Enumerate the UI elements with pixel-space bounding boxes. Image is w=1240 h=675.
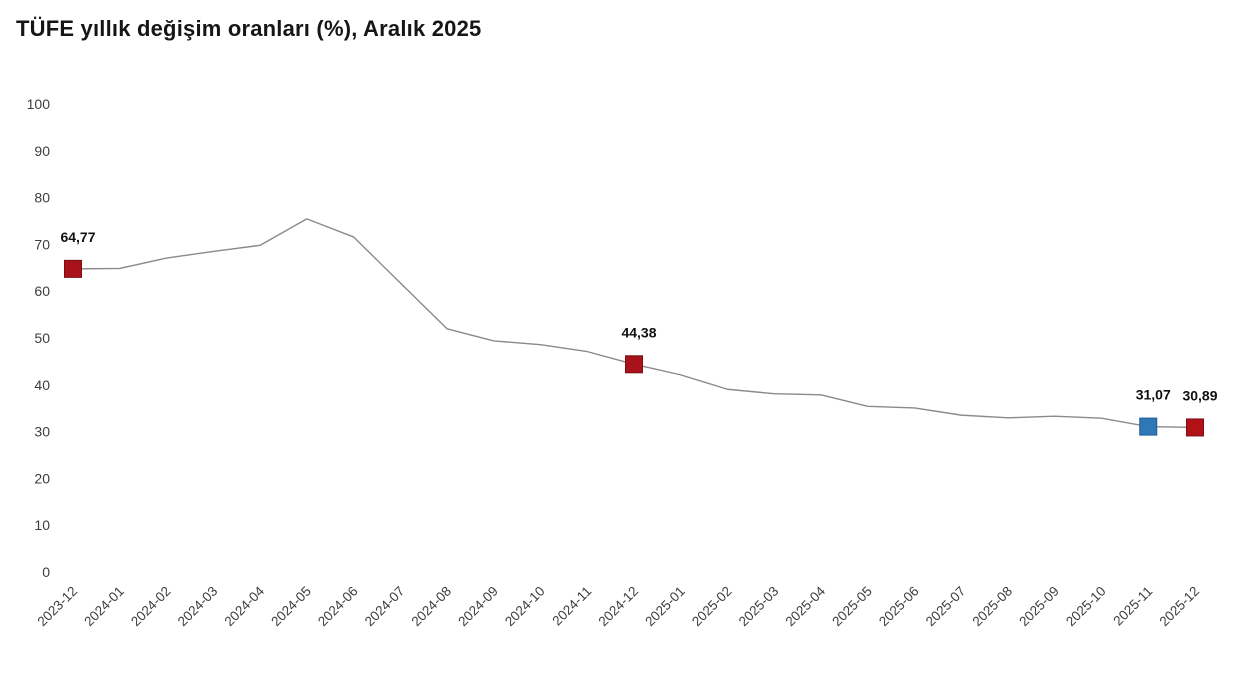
x-axis-tick-label: 2025-02 [689, 584, 735, 630]
y-axis-tick-label: 60 [34, 283, 50, 299]
data-point-marker[interactable] [1186, 418, 1204, 437]
y-axis-tick-label: 80 [34, 190, 50, 206]
y-axis-tick-label: 40 [34, 377, 50, 393]
x-axis-tick-label: 2025-06 [876, 584, 922, 630]
data-point-label: 64,77 [60, 229, 95, 245]
x-axis-tick-label: 2024-01 [81, 584, 127, 630]
x-axis-tick-label: 2024-02 [128, 584, 174, 630]
data-point-label: 30,89 [1182, 387, 1217, 403]
x-axis-tick-label: 2025-09 [1016, 584, 1062, 630]
x-axis-tick-label: 2024-06 [315, 584, 361, 630]
x-axis-tick-label: 2024-07 [362, 584, 408, 630]
x-axis-tick-label: 2025-05 [829, 584, 875, 630]
data-point-label: 31,07 [1136, 387, 1171, 403]
x-axis-tick-label: 2025-01 [642, 584, 688, 630]
x-axis-tick-label: 2024-05 [268, 584, 314, 630]
data-point-marker[interactable] [64, 259, 82, 278]
data-point-label: 44,38 [621, 324, 656, 340]
data-point-marker[interactable] [625, 355, 643, 374]
x-axis-tick-label: 2024-10 [502, 584, 548, 630]
chart-title: TÜFE yıllık değişim oranları (%), Aralık… [16, 16, 482, 41]
x-axis-tick-label: 2025-11 [1110, 584, 1155, 629]
y-axis-tick-label: 0 [42, 564, 50, 580]
x-axis-tick-label: 2024-11 [549, 584, 594, 629]
series-line [72, 218, 1196, 429]
x-axis-tick-label: 2024-09 [455, 584, 501, 630]
y-axis-tick-label: 70 [34, 236, 50, 252]
x-axis-tick-label: 2025-08 [969, 584, 1015, 630]
x-axis-tick-label: 2024-12 [595, 584, 641, 630]
x-axis-tick-label: 2024-04 [221, 583, 267, 629]
x-axis-tick-label: 2025-12 [1156, 584, 1202, 630]
y-axis-tick-label: 30 [34, 424, 50, 440]
x-axis-tick-label: 2025-10 [1063, 584, 1109, 630]
data-point-marker[interactable] [1139, 417, 1158, 436]
x-axis-tick-label: 2025-03 [736, 584, 782, 630]
x-axis-tick-label: 2025-07 [923, 584, 969, 630]
y-axis-tick-label: 10 [34, 517, 50, 533]
x-axis-tick-label: 2023-12 [34, 584, 80, 630]
y-axis-tick-label: 90 [34, 143, 50, 159]
y-axis-tick-label: 50 [34, 330, 50, 346]
x-axis-tick-label: 2024-08 [408, 584, 454, 630]
y-axis-tick-label: 20 [34, 470, 50, 486]
x-axis-tick-label: 2024-03 [175, 584, 221, 630]
y-axis-tick-label: 100 [27, 96, 51, 112]
x-axis-tick-label: 2025-04 [782, 583, 828, 629]
